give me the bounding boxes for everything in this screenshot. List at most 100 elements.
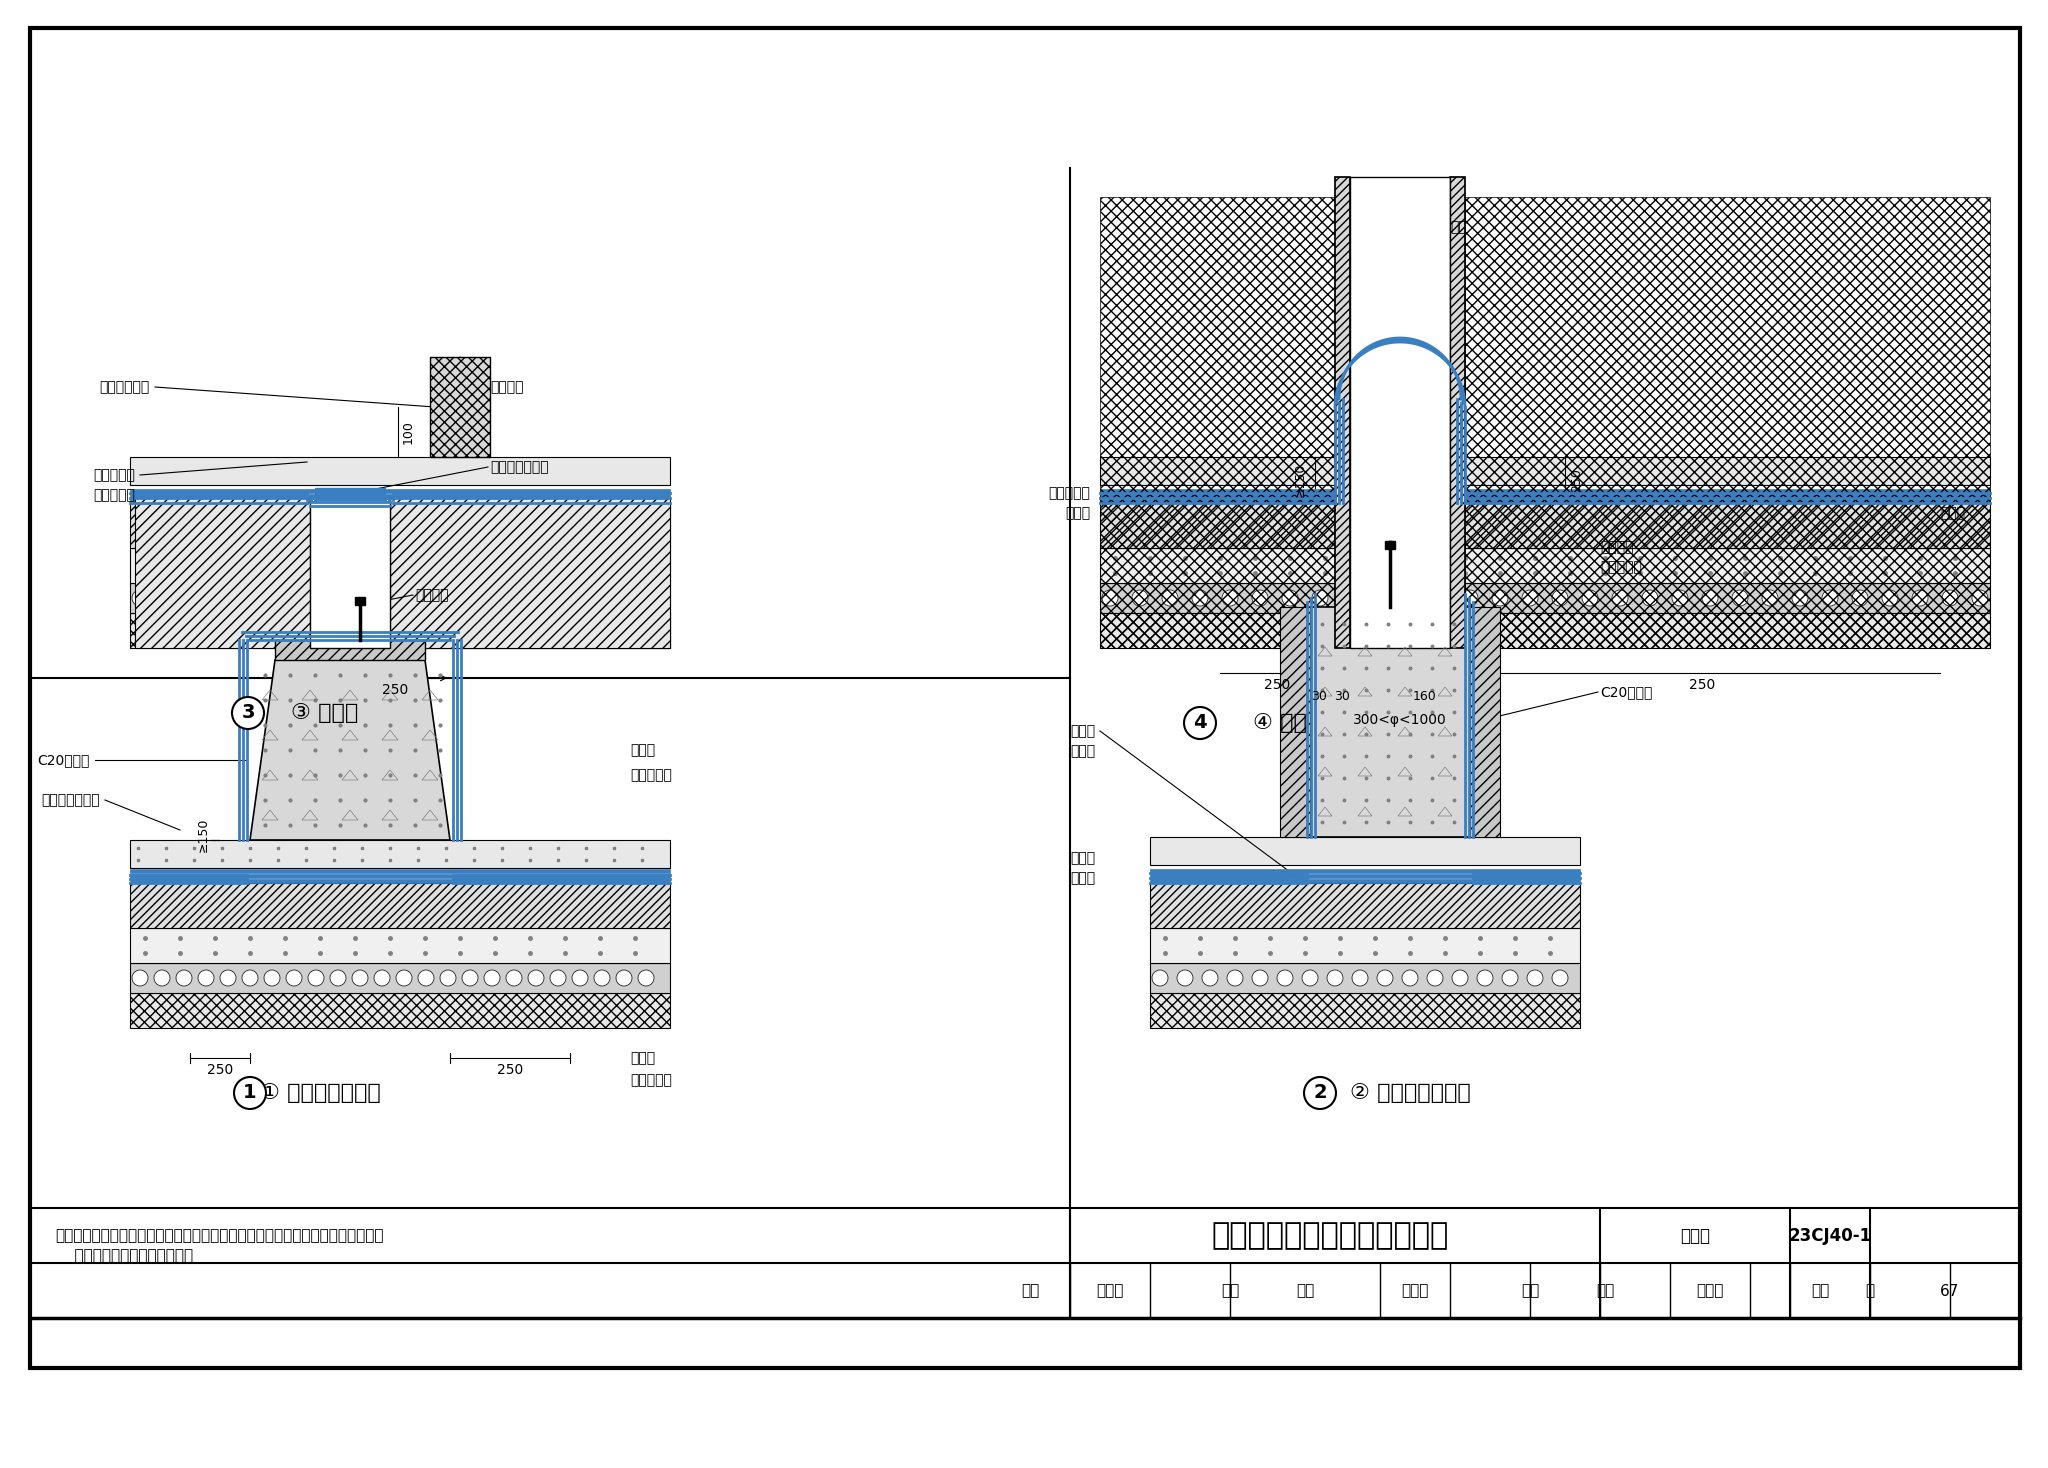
Text: 屋面设备基座、过水孔及管道: 屋面设备基座、过水孔及管道 (1210, 1221, 1448, 1251)
Circle shape (418, 590, 434, 606)
Polygon shape (1350, 178, 1450, 647)
Text: 防水附加层: 防水附加层 (631, 768, 672, 782)
Circle shape (1501, 970, 1518, 986)
Circle shape (440, 970, 457, 986)
Polygon shape (1151, 837, 1579, 865)
Circle shape (176, 590, 193, 606)
Circle shape (231, 697, 264, 730)
Circle shape (616, 590, 633, 606)
Circle shape (375, 590, 389, 606)
Text: 防水附加层: 防水附加层 (92, 487, 135, 502)
Circle shape (264, 970, 281, 986)
Polygon shape (430, 357, 489, 457)
Polygon shape (1151, 873, 1579, 878)
Circle shape (199, 590, 213, 606)
Circle shape (395, 590, 412, 606)
Circle shape (1528, 970, 1542, 986)
Text: 设计: 设计 (1595, 1283, 1614, 1299)
Text: 250: 250 (207, 1063, 233, 1078)
Circle shape (242, 590, 258, 606)
Circle shape (287, 590, 301, 606)
Circle shape (154, 590, 170, 606)
Text: 防水层: 防水层 (1065, 506, 1090, 520)
Circle shape (1327, 970, 1343, 986)
Circle shape (1192, 590, 1208, 606)
Circle shape (330, 970, 346, 986)
Circle shape (1184, 708, 1217, 738)
Polygon shape (129, 992, 670, 1028)
Circle shape (1278, 970, 1292, 986)
Text: ≥150: ≥150 (1294, 462, 1307, 498)
Text: 屋面反梁: 屋面反梁 (489, 380, 524, 393)
Polygon shape (1311, 606, 1470, 837)
Polygon shape (274, 640, 426, 661)
Text: 3: 3 (242, 703, 254, 722)
Polygon shape (129, 457, 670, 484)
Circle shape (1761, 590, 1778, 606)
Circle shape (219, 590, 236, 606)
Polygon shape (1100, 504, 1991, 548)
Circle shape (1427, 970, 1444, 986)
Circle shape (483, 590, 500, 606)
Text: 防水附加层: 防水附加层 (1049, 486, 1090, 501)
Circle shape (131, 590, 147, 606)
Text: ≥150: ≥150 (197, 818, 211, 853)
Circle shape (1303, 970, 1319, 986)
Polygon shape (129, 499, 670, 504)
Circle shape (1477, 970, 1493, 986)
Circle shape (1161, 590, 1178, 606)
Text: 30: 30 (1333, 690, 1350, 703)
Polygon shape (1100, 583, 1991, 614)
Circle shape (242, 970, 258, 986)
Text: 67: 67 (1939, 1283, 1960, 1299)
Polygon shape (1280, 606, 1311, 837)
Polygon shape (1100, 457, 1991, 484)
Circle shape (1452, 970, 1468, 986)
Circle shape (233, 1078, 266, 1108)
Circle shape (571, 590, 588, 606)
Polygon shape (309, 498, 389, 647)
Circle shape (154, 970, 170, 986)
Text: 2: 2 (1313, 1083, 1327, 1102)
Text: 张　颂: 张 颂 (1096, 1283, 1124, 1299)
Polygon shape (1151, 879, 1579, 882)
Circle shape (506, 590, 522, 606)
Text: 防水层: 防水层 (631, 743, 655, 757)
Polygon shape (1100, 499, 1991, 504)
Text: 细石混凝土面层: 细石混凝土面层 (41, 793, 100, 807)
Polygon shape (1151, 869, 1579, 873)
Text: 上层为单道防水层作为示例。: 上层为单道防水层作为示例。 (55, 1248, 193, 1264)
Text: 页: 页 (1866, 1283, 1874, 1299)
Polygon shape (1450, 178, 1464, 647)
Circle shape (1102, 590, 1118, 606)
Circle shape (1792, 590, 1808, 606)
Circle shape (375, 970, 389, 986)
Text: C20混凝土: C20混凝土 (37, 753, 90, 766)
Text: 管道: 管道 (1450, 220, 1466, 233)
Polygon shape (389, 498, 670, 647)
Text: 4: 4 (1194, 713, 1206, 733)
Circle shape (1403, 970, 1417, 986)
Polygon shape (1100, 495, 1991, 498)
Circle shape (1522, 590, 1538, 606)
Text: 图集号: 图集号 (1679, 1227, 1710, 1245)
Circle shape (1403, 590, 1417, 606)
Circle shape (199, 970, 213, 986)
Text: 赵　亮: 赵 亮 (1696, 1283, 1724, 1299)
Polygon shape (129, 614, 670, 647)
Circle shape (1282, 590, 1298, 606)
Circle shape (528, 970, 545, 986)
Text: 李　刚: 李 刚 (1401, 1283, 1430, 1299)
Text: 250: 250 (1264, 678, 1290, 691)
Polygon shape (129, 840, 670, 868)
Polygon shape (129, 504, 670, 548)
Polygon shape (135, 498, 309, 647)
Circle shape (1642, 590, 1659, 606)
Text: 防水层: 防水层 (1069, 724, 1096, 738)
Circle shape (1251, 970, 1268, 986)
Circle shape (1671, 590, 1688, 606)
Circle shape (1612, 590, 1628, 606)
Circle shape (616, 970, 633, 986)
Circle shape (1493, 590, 1507, 606)
Circle shape (594, 970, 610, 986)
